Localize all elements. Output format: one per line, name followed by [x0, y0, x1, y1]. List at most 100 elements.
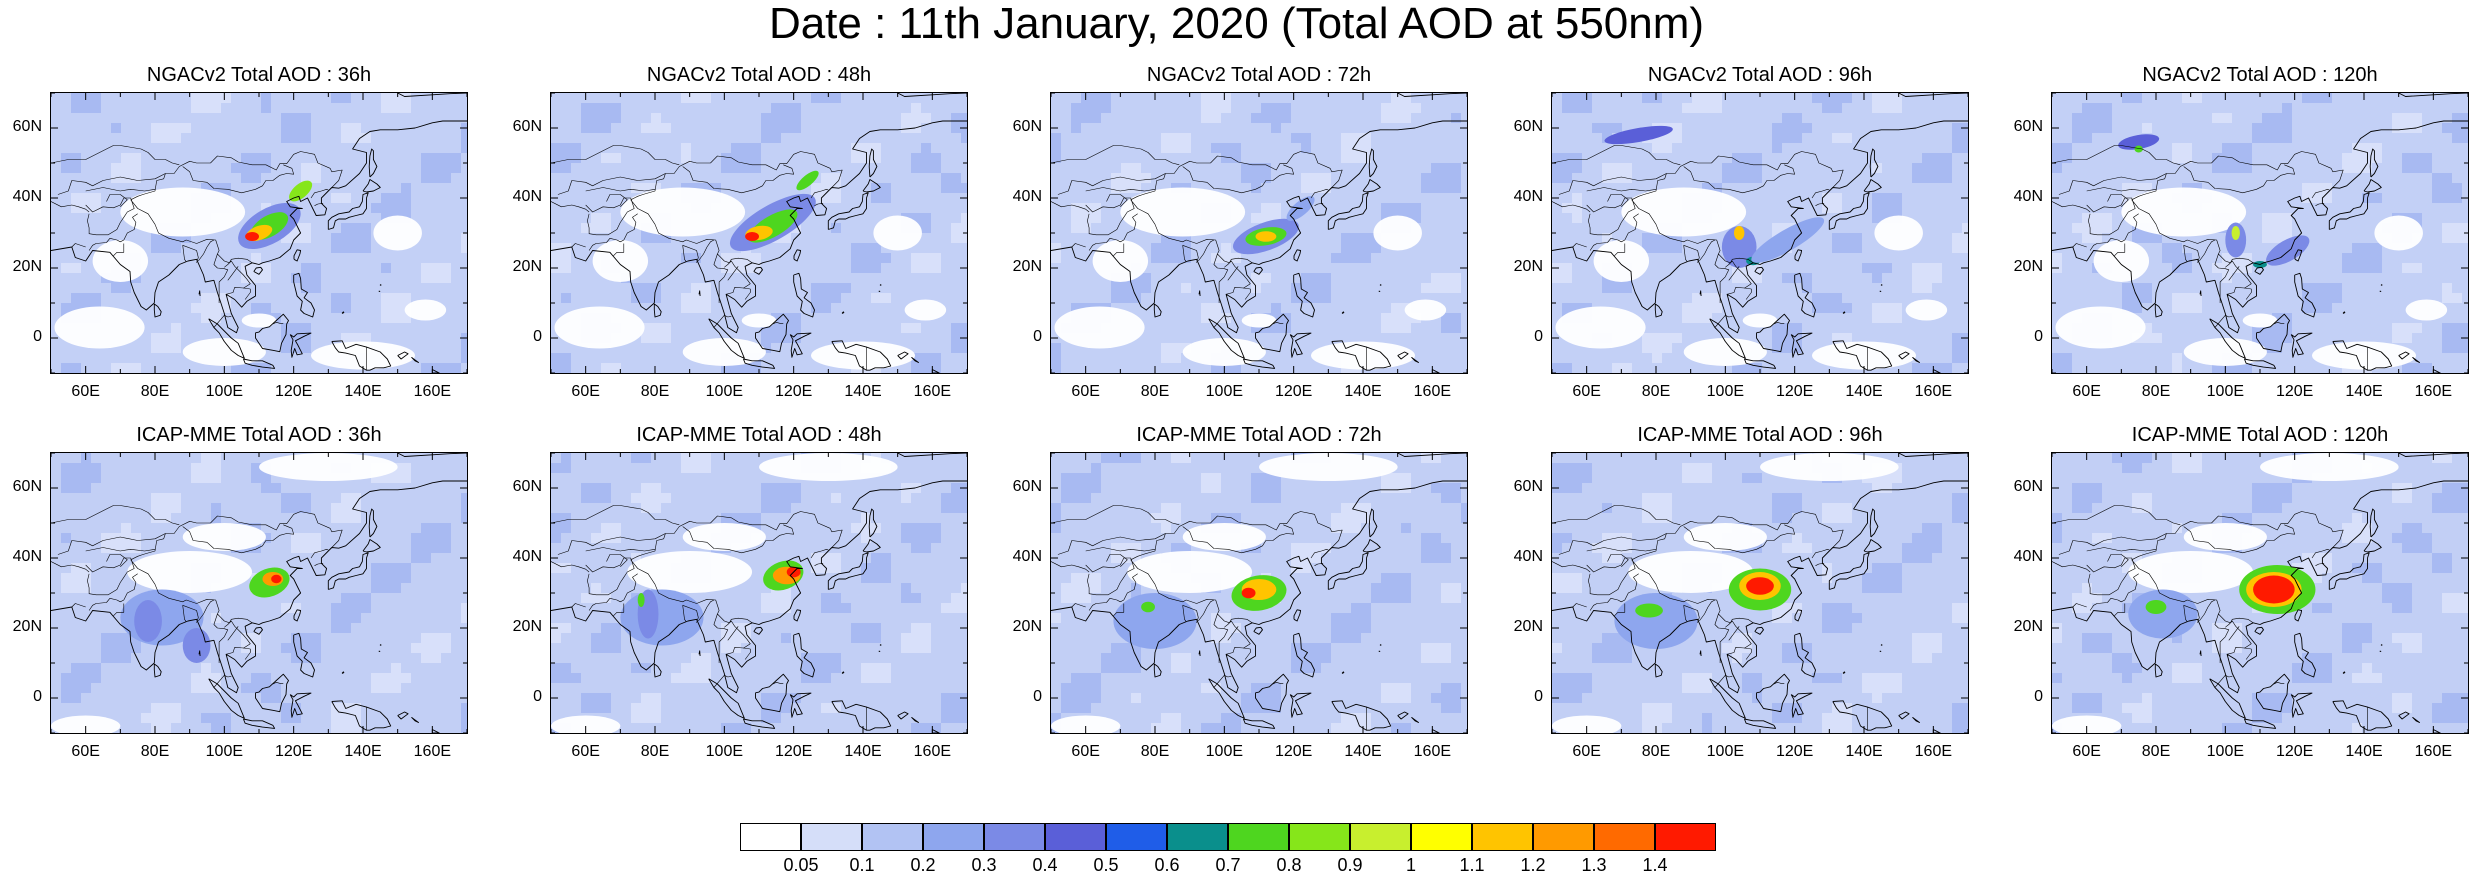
low-aod-region [241, 313, 277, 328]
coastlines [2052, 453, 2468, 733]
colorbar-label: 0.5 [1093, 855, 1119, 875]
aod-plume [1746, 577, 1774, 595]
lon-tick-label: 100E [1706, 383, 1745, 400]
low-aod-region [1760, 453, 1899, 481]
map-frame [1551, 452, 1969, 734]
lat-tick-label: 60N [1012, 478, 1042, 495]
low-aod-region [51, 715, 121, 733]
lon-tick-label: 80E [2141, 383, 2171, 400]
axis-ticks [551, 453, 967, 733]
low-aod-region [1683, 523, 1767, 551]
colorbar-label: 1.4 [1642, 855, 1668, 875]
colorbar-swatch [1167, 823, 1228, 851]
low-aod-region [127, 551, 253, 593]
lat-tick-label: 60N [1513, 118, 1543, 135]
low-aod-region [1628, 551, 1754, 593]
lon-tick-label: 140E [844, 383, 882, 400]
colorbar-swatch [923, 823, 984, 851]
axis-ticks [551, 93, 967, 373]
low-aod-region [182, 523, 266, 551]
colorbar-swatch [862, 823, 923, 851]
low-aod-region [92, 240, 149, 282]
lon-tick-label: 140E [1344, 743, 1382, 760]
lon-tick-label: 100E [1205, 383, 1244, 400]
low-aod-region [2183, 523, 2267, 551]
country-borders [1552, 145, 1883, 371]
lat-tick-label: 0 [33, 688, 42, 705]
colorbar-swatch [1045, 823, 1106, 851]
axis-ticks [2052, 93, 2468, 373]
lon-tick-label: 100E [1706, 743, 1745, 760]
lat-tick-label: 60N [12, 118, 42, 135]
low-aod-region [1092, 240, 1149, 282]
aod-plume [2253, 575, 2295, 604]
lon-tick-label: 100E [205, 383, 244, 400]
lon-tick-label: 160E [1914, 383, 1953, 400]
lat-tick-label: 0 [533, 328, 542, 345]
colorbar-swatch [1655, 823, 1716, 851]
lon-tick-label: 120E [2275, 383, 2314, 400]
lon-tick-label: 160E [1413, 743, 1452, 760]
aod-map [1552, 93, 1968, 373]
lon-tick-label: 100E [2206, 743, 2245, 760]
map-frame [1050, 92, 1468, 374]
low-aod-region [620, 187, 746, 237]
low-aod-region [54, 306, 145, 349]
low-aod-region [551, 715, 621, 733]
map-frame [1050, 452, 1468, 734]
low-aod-region [2374, 215, 2423, 251]
low-aod-region [1552, 715, 1622, 733]
lon-tick-label: 80E [140, 383, 170, 400]
lat-tick-label: 0 [1033, 688, 1042, 705]
map-frame [2051, 452, 2469, 734]
coastlines [1051, 453, 1467, 733]
low-aod-region [1404, 299, 1447, 321]
colorbar-swatch [1411, 823, 1472, 851]
map-frame [550, 92, 968, 374]
aod-plume [2145, 600, 2167, 614]
lon-tick-label: 120E [1274, 383, 1313, 400]
lat-tick-label: 40N [1513, 188, 1543, 205]
aod-plume [1721, 226, 1757, 268]
aod-plume [637, 593, 645, 607]
colorbar-label: 1.3 [1581, 855, 1607, 875]
low-aod-region [1373, 215, 1422, 251]
lon-tick-label: 80E [140, 743, 170, 760]
lat-tick-label: 0 [2034, 328, 2043, 345]
lat-tick-label: 20N [12, 618, 42, 635]
coastlines [1552, 453, 1968, 733]
low-aod-region [627, 551, 753, 593]
aod-plume [1751, 217, 1825, 263]
low-aod-region [759, 453, 898, 481]
map-frame [50, 92, 468, 374]
country-borders [2052, 145, 2383, 371]
aod-field [1051, 453, 1467, 733]
lat-tick-label: 20N [1513, 618, 1543, 635]
aod-plume [2231, 226, 2240, 240]
lat-tick-label: 60N [512, 478, 542, 495]
lon-tick-label: 140E [1344, 383, 1382, 400]
lat-tick-label: 60N [1513, 478, 1543, 495]
low-aod-region [554, 306, 645, 349]
lon-tick-label: 120E [1274, 743, 1313, 760]
aod-plume [2225, 222, 2247, 258]
lon-tick-label: 80E [640, 383, 670, 400]
aod-plume [289, 180, 313, 202]
aod-plume [2118, 134, 2160, 150]
country-borders [1051, 505, 1382, 731]
country-borders [551, 145, 882, 371]
country-borders [1552, 505, 1883, 731]
lon-tick-label: 160E [1413, 383, 1452, 400]
colorbar-label: 0.9 [1337, 855, 1363, 875]
map-frame [550, 452, 968, 734]
lat-tick-label: 40N [512, 548, 542, 565]
lon-tick-label: 100E [705, 383, 744, 400]
colorbar-swatch [1350, 823, 1411, 851]
lat-tick-label: 20N [2013, 258, 2043, 275]
low-aod-region [2260, 453, 2399, 481]
aod-plume [1113, 593, 1197, 649]
figure-title: Date : 11th January, 2020 (Total AOD at … [768, 0, 1705, 48]
colorbar-swatch [984, 823, 1045, 851]
country-borders [51, 145, 382, 371]
low-aod-region [682, 523, 766, 551]
